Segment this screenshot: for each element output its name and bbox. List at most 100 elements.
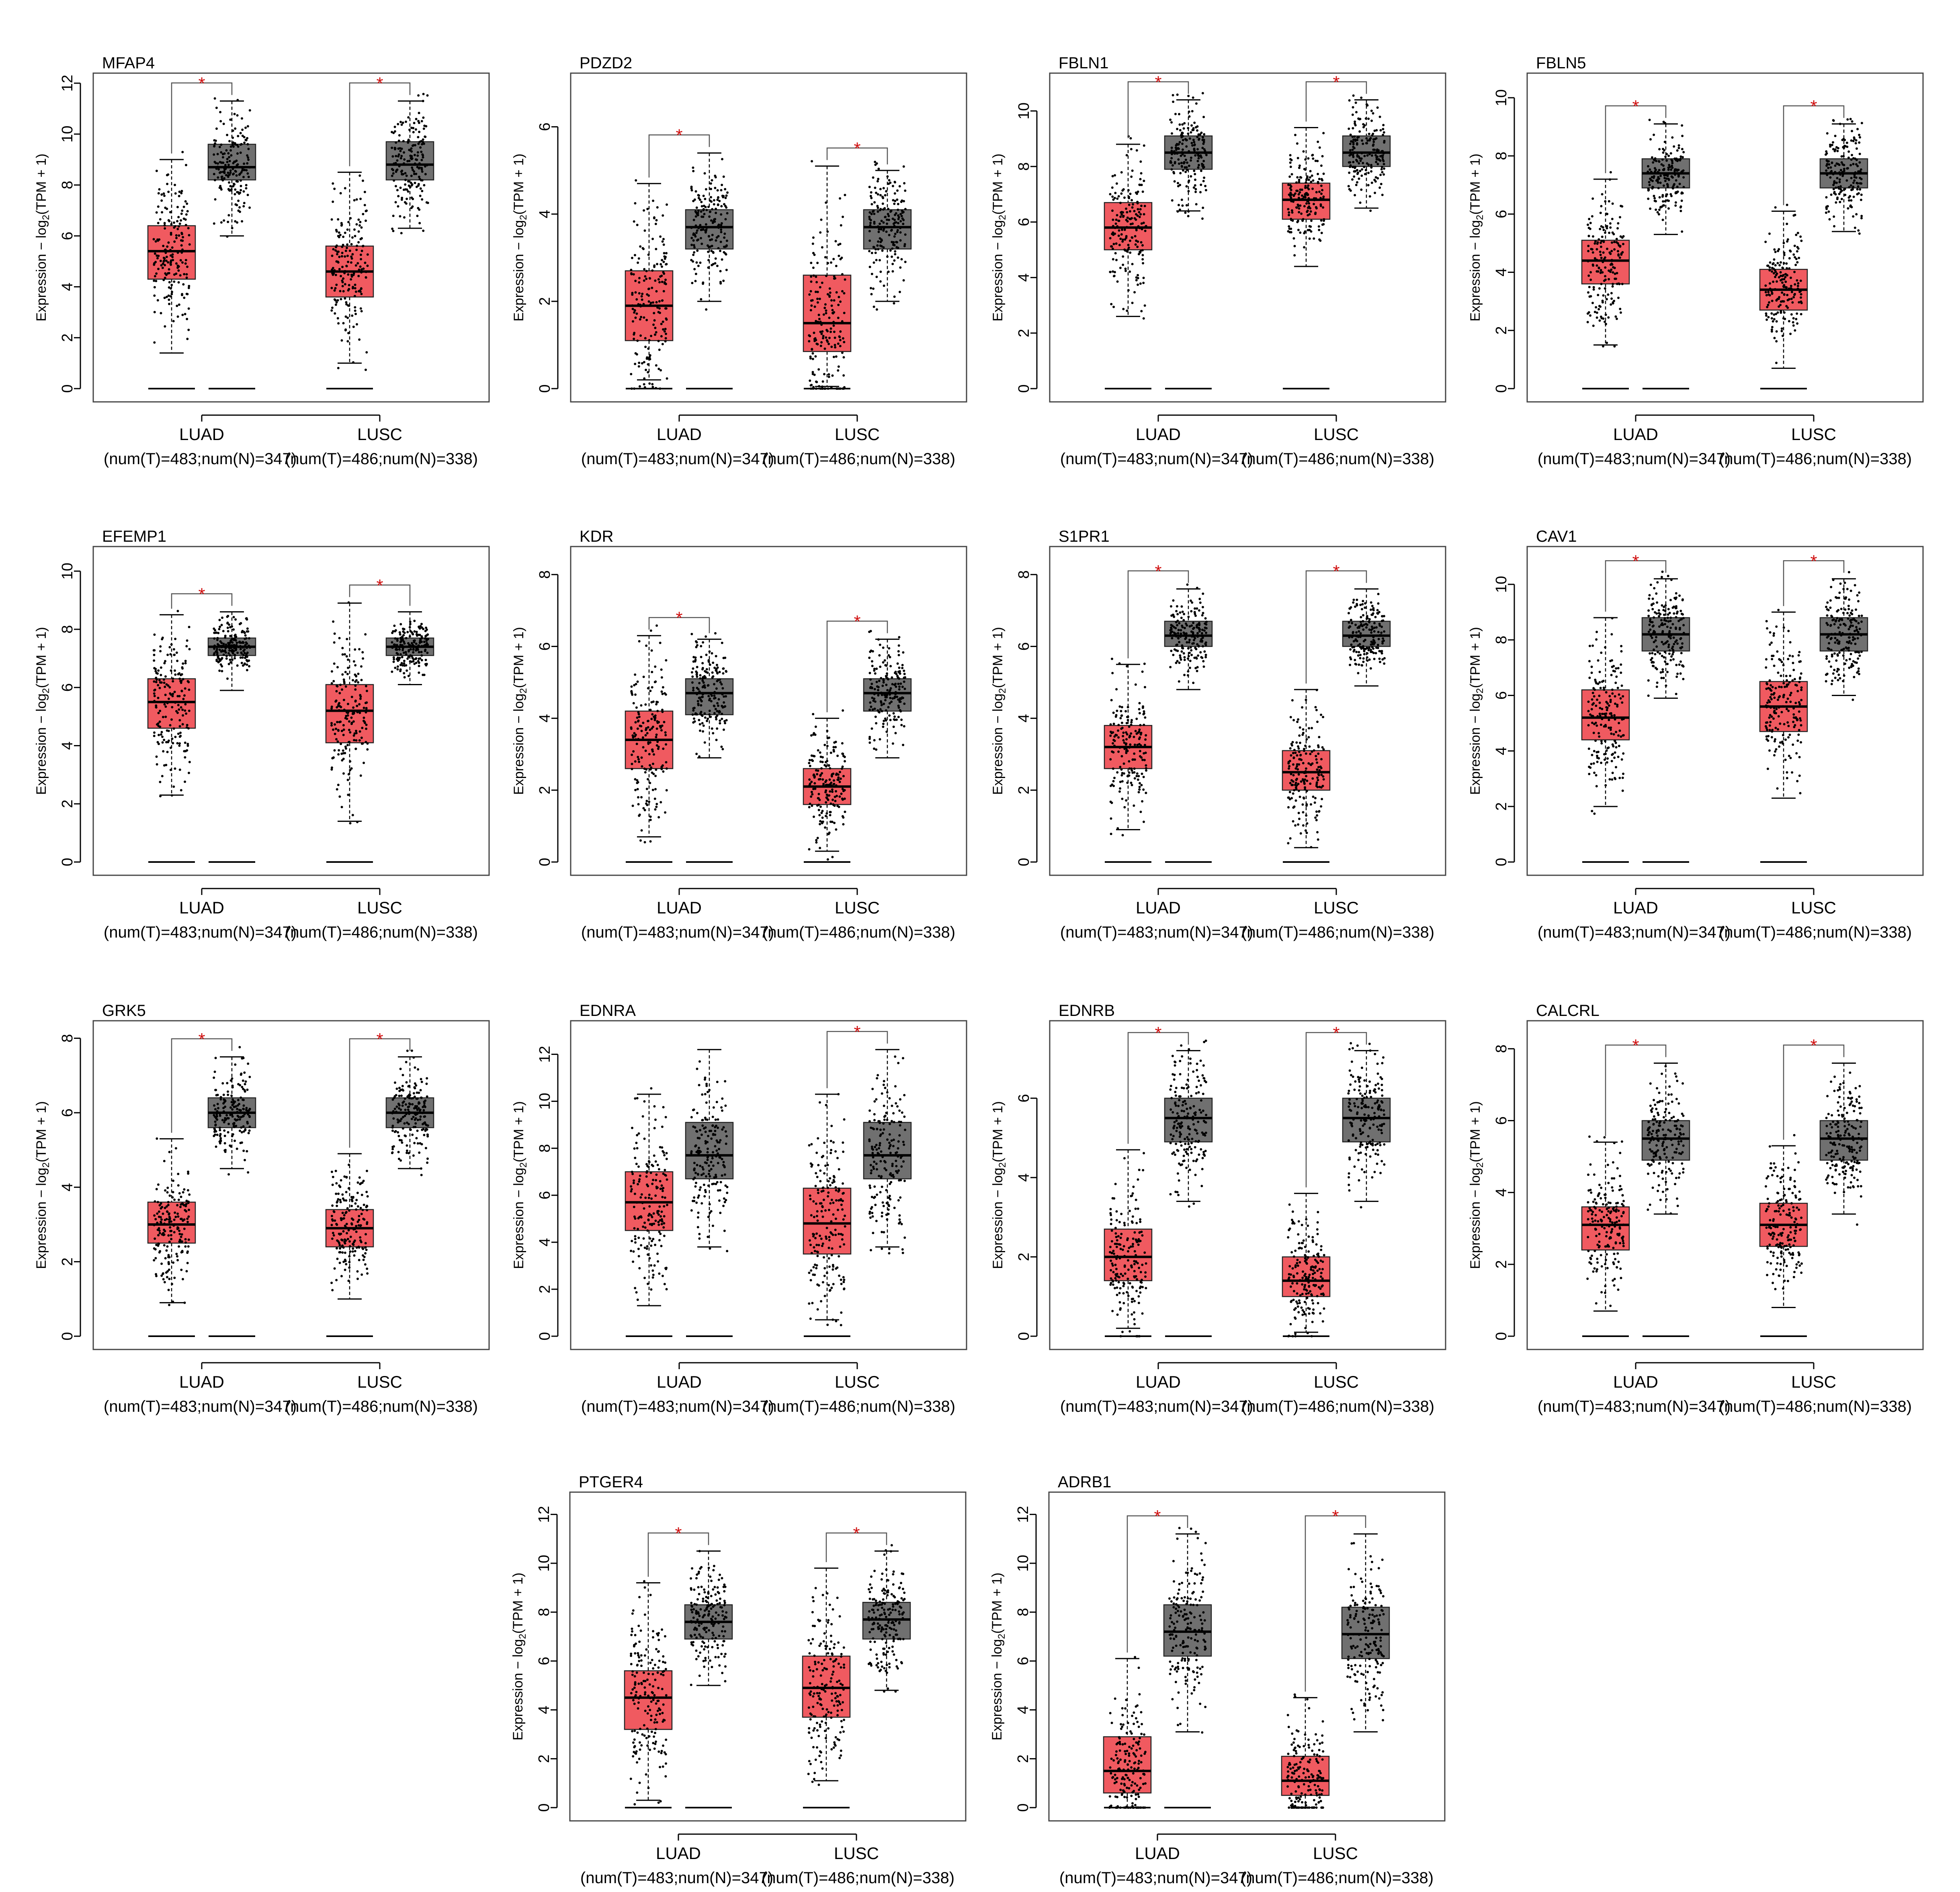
data-point [1180,154,1182,157]
data-point [162,192,165,195]
data-point [1797,282,1800,285]
data-point [175,651,178,654]
data-point [1318,190,1321,193]
data-point [871,665,874,668]
data-point [1118,244,1121,246]
data-point [1353,135,1356,138]
data-point [898,688,901,691]
data-point [350,243,353,246]
data-point [641,293,644,295]
data-point [245,187,248,190]
data-point [889,665,892,668]
data-point [890,229,893,231]
data-point [1179,184,1182,186]
data-point [1352,94,1355,97]
x-tick-label: LUSC [1791,425,1836,444]
data-point [1662,164,1665,167]
data-point [153,263,156,266]
data-point [1201,163,1203,165]
data-point [1587,274,1590,277]
data-point [898,666,901,669]
data-point [1847,156,1850,159]
data-point [348,773,350,776]
data-point [223,219,225,222]
data-point [165,764,168,766]
data-point [815,839,818,842]
data-point [1781,266,1784,269]
data-point [655,364,657,367]
data-point [419,187,422,190]
data-point [246,143,249,145]
data-point [410,642,413,645]
data-point [185,712,188,715]
data-point [233,657,236,659]
data-point [818,814,821,817]
data-point [882,208,885,211]
data-point [350,255,353,258]
data-point [868,737,871,740]
data-point [1289,158,1292,161]
data-point [335,283,338,286]
data-point [246,663,248,666]
data-point [1182,139,1184,141]
data-point [1193,141,1196,143]
group-sample-count: (num(T)=486;num(N)=338) [762,450,955,468]
data-point [1145,225,1147,227]
data-point [1187,180,1190,183]
data-point [837,303,840,306]
data-point [875,308,878,311]
data-point [184,709,186,712]
data-point [834,746,837,749]
data-point [362,213,365,215]
data-point [345,655,348,658]
data-point [693,246,696,249]
data-point [638,760,641,763]
data-point [647,742,650,745]
data-point [1322,197,1325,200]
data-point [1358,177,1360,180]
data-point [1374,154,1377,157]
data-point [1860,122,1863,125]
data-point [837,778,840,781]
data-point [828,336,831,339]
data-point [825,801,827,804]
data-point [344,653,346,656]
data-point [1184,166,1186,169]
data-point [816,343,819,346]
data-point [399,643,402,646]
data-point [697,209,700,212]
data-point [893,719,896,721]
data-point [1359,170,1362,172]
data-point [233,166,236,169]
data-point [723,236,726,239]
data-point [1768,269,1771,272]
data-point [809,290,812,293]
data-point [692,200,695,203]
data-point [1126,749,1128,752]
data-point [1143,304,1146,307]
data-point [825,201,827,204]
data-point [630,272,633,275]
data-point [878,680,881,682]
data-point [663,330,666,333]
data-point [330,724,333,727]
data-point [346,243,349,246]
data-point [1205,634,1208,637]
data-point [891,247,894,250]
data-point [1834,193,1837,196]
data-point [1122,739,1125,742]
data-point [1356,154,1359,157]
data-point [868,250,871,252]
data-point [1122,731,1125,734]
data-point [243,202,246,205]
data-point [419,657,422,660]
data-point [812,733,815,736]
data-point [828,287,831,290]
data-point [661,299,664,302]
data-point [720,228,723,231]
data-point [232,185,235,188]
data-point [365,369,367,371]
data-point [1825,205,1828,208]
data-point [630,268,633,271]
data-point [176,610,179,612]
